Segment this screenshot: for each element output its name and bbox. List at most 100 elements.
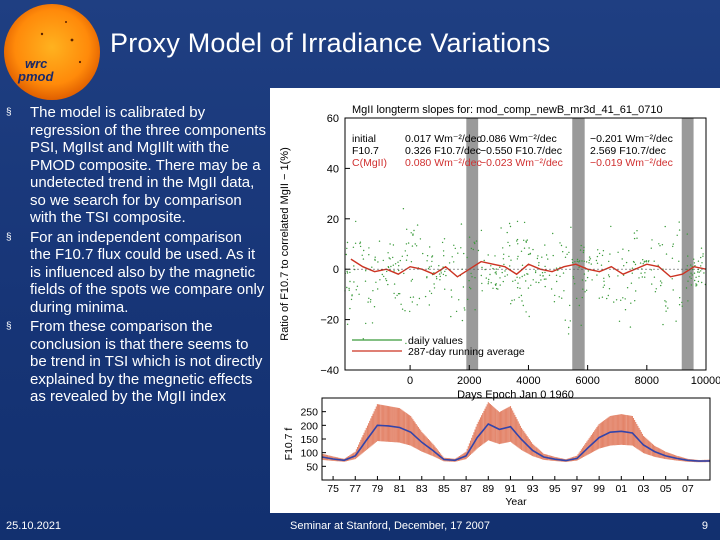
- daily-value-point: [562, 251, 564, 253]
- x-axis-label: Days Epoch Jan 0 1960: [457, 389, 574, 401]
- daily-value-point: [686, 265, 689, 267]
- daily-value-point: [507, 241, 509, 244]
- daily-value-point: [351, 294, 353, 296]
- bullet-text: The model is calibrated by regression of…: [30, 104, 266, 226]
- daily-value-point: [641, 276, 643, 278]
- daily-value-point: [468, 236, 471, 238]
- daily-value-point: [367, 301, 369, 303]
- y-tick-label-bottom: 50: [306, 461, 318, 473]
- daily-value-point: [474, 277, 476, 279]
- daily-value-point: [576, 258, 579, 261]
- daily-value-point: [346, 247, 348, 250]
- daily-value-point: [550, 288, 553, 290]
- daily-value-point: [378, 240, 381, 242]
- daily-value-point: [523, 221, 526, 224]
- daily-value-point: [581, 296, 583, 299]
- daily-value-point: [481, 282, 483, 285]
- daily-value-point: [485, 277, 487, 279]
- daily-value-point: [601, 254, 604, 257]
- daily-value-point: [648, 260, 650, 262]
- daily-value-point: [409, 296, 412, 299]
- daily-value-point: [346, 270, 348, 273]
- daily-value-point: [691, 268, 694, 271]
- daily-value-point: [689, 276, 691, 278]
- daily-value-point: [672, 245, 674, 248]
- daily-value-point: [483, 259, 485, 262]
- daily-value-point: [460, 247, 462, 249]
- daily-value-point: [518, 296, 520, 299]
- daily-value-point: [509, 245, 511, 247]
- x-tick-label-bottom: 95: [549, 483, 561, 495]
- daily-value-point: [382, 259, 384, 262]
- daily-value-point: [644, 276, 646, 278]
- daily-value-point: [355, 220, 357, 223]
- daily-value-point: [578, 266, 580, 268]
- daily-value-point: [661, 282, 663, 284]
- daily-value-point: [534, 271, 537, 274]
- daily-value-point: [578, 260, 581, 262]
- daily-value-point: [672, 289, 674, 291]
- page-number: 9: [701, 520, 708, 532]
- daily-value-point: [675, 320, 677, 322]
- daily-value-point: [678, 260, 680, 262]
- daily-value-point: [362, 338, 364, 340]
- daily-value-point: [690, 272, 692, 274]
- bullet-item: § For an independent comparison the F10.…: [6, 229, 268, 317]
- daily-value-point: [542, 275, 544, 277]
- daily-value-point: [568, 326, 570, 329]
- daily-value-point: [651, 239, 653, 241]
- daily-value-point: [527, 253, 530, 256]
- daily-value-point: [495, 271, 497, 273]
- daily-value-point: [396, 294, 398, 297]
- daily-value-point: [502, 280, 504, 283]
- slope-table-value: −0.201 Wm⁻²/dec: [590, 133, 673, 145]
- daily-value-point: [499, 277, 501, 279]
- daily-value-point: [589, 258, 592, 260]
- daily-value-point: [523, 274, 526, 276]
- daily-value-point: [450, 315, 452, 318]
- daily-value-point: [365, 322, 367, 325]
- daily-value-point: [497, 288, 499, 290]
- daily-value-point: [538, 262, 540, 264]
- daily-value-point: [419, 238, 422, 240]
- daily-value-point: [516, 276, 518, 278]
- daily-value-point: [566, 253, 568, 255]
- daily-value-point: [584, 291, 586, 293]
- daily-value-point: [433, 287, 436, 289]
- daily-value-point: [397, 293, 400, 295]
- daily-value-point: [591, 279, 593, 281]
- daily-value-point: [539, 274, 541, 276]
- daily-value-point: [506, 274, 509, 276]
- daily-value-point: [512, 280, 514, 282]
- daily-value-point: [624, 298, 626, 300]
- daily-value-point: [691, 274, 693, 276]
- daily-value-point: [628, 250, 630, 252]
- daily-value-point: [426, 276, 428, 278]
- daily-value-point: [368, 297, 370, 299]
- daily-value-point: [672, 243, 674, 245]
- daily-value-point: [448, 262, 451, 264]
- daily-value-point: [603, 277, 605, 279]
- daily-value-point: [377, 261, 379, 263]
- daily-value-point: [404, 250, 406, 252]
- daily-value-point: [576, 260, 578, 262]
- daily-value-point: [618, 320, 621, 322]
- daily-value-point: [559, 275, 561, 278]
- daily-value-point: [412, 296, 415, 298]
- daily-value-point: [356, 285, 359, 287]
- daily-value-point: [588, 256, 591, 258]
- x-tick-label-bottom: 75: [327, 483, 339, 495]
- daily-value-point: [513, 299, 516, 301]
- x-tick-label: 4000: [516, 375, 540, 387]
- daily-value-point: [678, 229, 681, 231]
- daily-value-point: [495, 287, 498, 290]
- daily-value-point: [693, 262, 696, 264]
- daily-value-point: [640, 272, 642, 274]
- daily-value-point: [474, 309, 476, 311]
- daily-value-point: [681, 305, 683, 307]
- daily-value-point: [654, 291, 657, 293]
- daily-value-point: [544, 265, 546, 268]
- legend-label-average: 287-day running average: [408, 346, 525, 358]
- daily-value-point: [532, 248, 534, 251]
- daily-value-point: [358, 293, 360, 295]
